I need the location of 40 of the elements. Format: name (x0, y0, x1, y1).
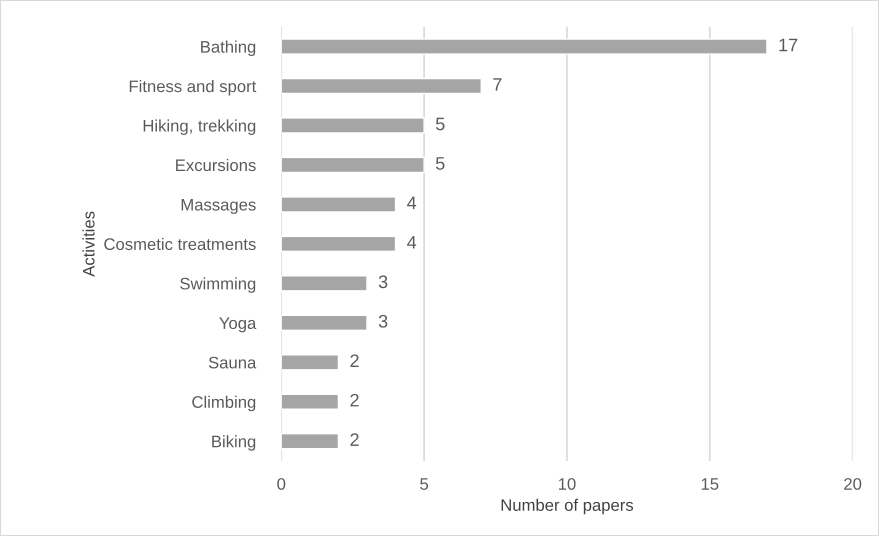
x-axis-title: Number of papers (502, 498, 634, 514)
data-label: 3 (378, 275, 388, 288)
bar (281, 156, 425, 174)
bar (281, 433, 340, 450)
bar (281, 354, 340, 370)
bar (281, 117, 425, 134)
data-label: 5 (436, 118, 445, 130)
y-tick-label: Hiking, trekking (144, 119, 256, 135)
bar (281, 38, 768, 55)
data-label: 2 (350, 433, 359, 446)
x-tick-label: 10 (558, 478, 576, 490)
data-label: 4 (407, 196, 416, 210)
x-tick-label: 0 (277, 478, 286, 490)
x-tick-label: 5 (420, 478, 428, 490)
data-label: 4 (407, 236, 416, 249)
y-tick-label: Fitness and sport (130, 80, 256, 96)
data-label: 2 (350, 394, 359, 406)
data-label: 5 (436, 157, 445, 170)
bar (281, 275, 368, 292)
data-label: 7 (493, 78, 502, 91)
y-tick-label: Climbing (192, 396, 256, 412)
y-tick-label: Excursions (176, 158, 256, 172)
data-label: 2 (350, 354, 359, 367)
y-axis-title: Activities (82, 212, 95, 277)
bar (281, 394, 340, 410)
bar (281, 78, 482, 94)
y-tick-label: Biking (212, 435, 256, 451)
bar (281, 236, 396, 252)
y-tick-label: Sauna (208, 356, 256, 368)
bar (281, 314, 368, 332)
y-tick-label: Massages (182, 198, 256, 214)
y-tick-label: Cosmetic treatments (104, 238, 256, 250)
y-tick-label: Yoga (219, 317, 256, 332)
data-label: 17 (779, 38, 798, 52)
x-tick-label: 15 (702, 478, 718, 490)
x-tick-label: 20 (844, 478, 862, 490)
bar (281, 196, 396, 213)
data-label: 3 (378, 314, 388, 328)
y-tick-label: Swimming (180, 277, 256, 293)
y-tick-label: Bathing (201, 40, 256, 56)
